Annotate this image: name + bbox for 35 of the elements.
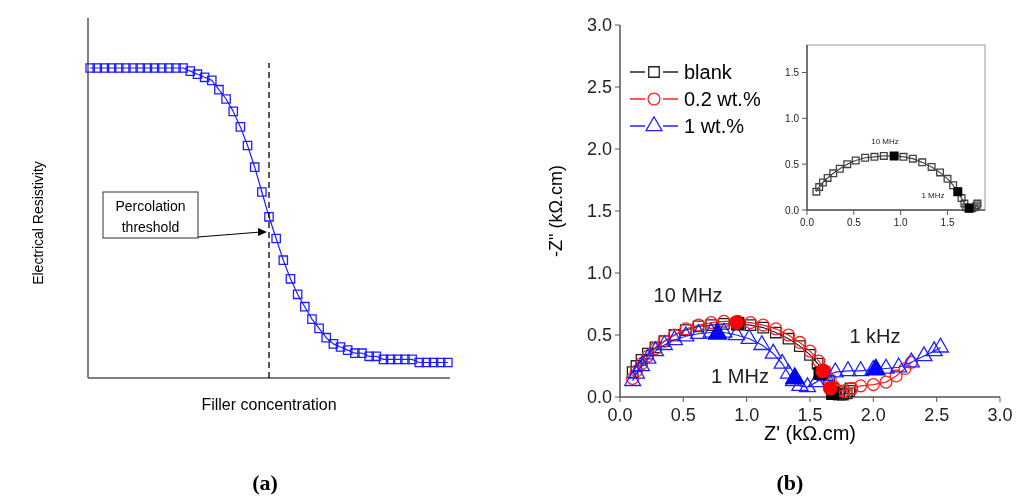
x-tick-label: 0.5 [670,405,696,425]
legend-label: blank [684,61,733,83]
x-axis-title: Filler concentration [201,396,337,413]
x-tick-label: 2.0 [860,405,886,425]
y-tick-label: 0.0 [785,204,800,216]
legend-label: 1 wt.% [684,115,745,137]
annotation: 10 MHz [653,284,723,306]
x-tick-label: 1.5 [940,217,955,228]
text: (b) [776,470,804,495]
x-tick-label: 1.0 [893,217,909,228]
annotation: 1 kHz [849,325,901,347]
x-tick-label: 1.0 [734,405,760,425]
y-tick-label: 0.5 [785,158,800,170]
x-axis-title: Z' (kΩ.cm) [763,422,857,445]
y-tick-label: 1.0 [785,112,800,124]
y-tick-label: 2.0 [586,139,612,160]
annotation: 1 MHz [711,365,769,387]
text: (a) [252,470,278,495]
x-tick-label: 0.0 [800,217,815,228]
y-axis-title: Electrical Resistivity [30,161,46,285]
y-axis-title: -Z" (kΩ.cm) [546,165,567,257]
x-tick-label: 0.5 [846,217,862,228]
y-tick-label: 0.5 [586,325,612,346]
x-tick-label: 0.0 [607,405,633,425]
annotation: Percolation threshold [115,198,186,235]
x-tick-label: 2.5 [924,405,950,425]
y-tick-label: 1.0 [586,263,612,284]
x-tick-label: 3.0 [987,405,1013,425]
y-tick-label: 3.0 [586,15,612,36]
annotation: 10 MHz [871,137,899,146]
y-tick-label: 1.5 [785,67,800,78]
annotation: 1 MHz [921,191,945,200]
y-tick-label: 2.5 [586,77,612,98]
y-tick-label: 0.0 [586,387,612,408]
legend-label: 0.2 wt.% [684,88,761,110]
